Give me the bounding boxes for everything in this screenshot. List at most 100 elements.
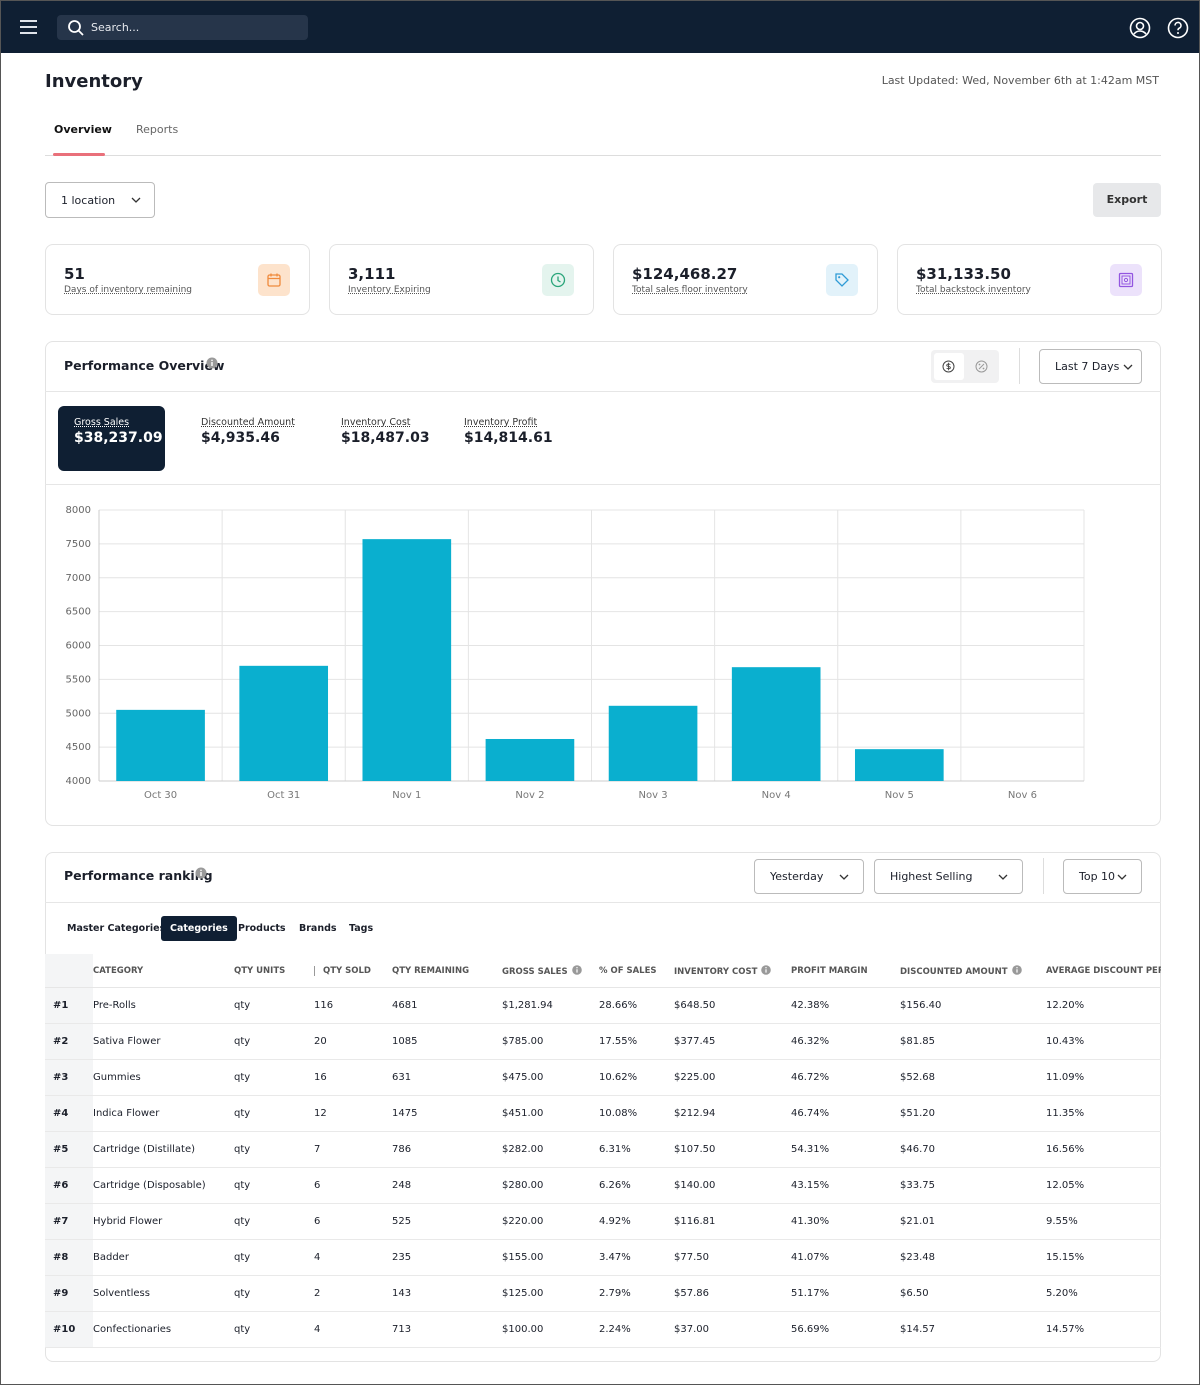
ranking-tab[interactable]: Products — [238, 923, 286, 934]
bar — [854, 749, 944, 781]
rank-cell: #4 — [45, 1096, 93, 1131]
info-icon[interactable] — [195, 867, 207, 879]
column-header: QTY UNITS — [234, 965, 286, 976]
table-cell: 16 — [314, 1072, 327, 1083]
x-tick-label: Nov 3 — [639, 790, 668, 801]
kpi-value: 3,111 — [348, 265, 396, 283]
info-icon[interactable] — [206, 357, 218, 369]
metric[interactable]: Gross Sales $38,237.09 — [74, 417, 163, 446]
menu-icon[interactable] — [19, 18, 39, 36]
filter-select[interactable]: Top 10 — [1063, 859, 1142, 894]
table-cell: 42.38% — [791, 1000, 830, 1011]
filter-select[interactable]: Yesterday — [754, 859, 864, 894]
table-cell: $225.00 — [674, 1072, 716, 1083]
divider — [45, 391, 1161, 392]
table-cell: $52.68 — [900, 1072, 935, 1083]
table-cell: $1,281.94 — [502, 1000, 553, 1011]
percent-icon[interactable] — [975, 360, 988, 373]
chevron-icon — [1117, 874, 1127, 880]
table-cell: 41.30% — [791, 1216, 830, 1227]
column-header: PROFIT MARGIN — [791, 965, 868, 976]
table-cell: 7 — [314, 1144, 321, 1155]
table-cell: 14.57% — [1046, 1324, 1085, 1335]
table-cell: 1475 — [392, 1108, 418, 1119]
column-header: CATEGORY — [93, 965, 144, 976]
table-cell: 12.20% — [1046, 1000, 1085, 1011]
table-cell: 6 — [314, 1216, 321, 1227]
table-cell: $140.00 — [674, 1180, 716, 1191]
ranking-tab[interactable]: Tags — [349, 923, 374, 934]
table-cell: qty — [234, 1288, 251, 1299]
kpi-card: 51 Days of inventory remaining — [45, 244, 310, 315]
table-cell: $107.50 — [674, 1144, 716, 1155]
table-cell: Sativa Flower — [93, 1036, 161, 1047]
table-cell: 143 — [392, 1288, 412, 1299]
metric-label: Gross Sales — [74, 417, 130, 428]
table-cell: $475.00 — [502, 1072, 544, 1083]
table-cell: 4 — [314, 1252, 321, 1263]
kpi-card: 3,111 Inventory Expiring — [329, 244, 594, 315]
tab-divider — [45, 155, 1161, 156]
column-header: AVERAGE DISCOUNT PERC — [1046, 965, 1161, 976]
kpi-icon-graphic — [542, 264, 574, 296]
kpi-value: $31,133.50 — [916, 265, 1011, 283]
table-cell: $212.94 — [674, 1108, 716, 1119]
bar — [116, 709, 205, 781]
table-cell: $46.70 — [900, 1144, 935, 1155]
ranking-tab[interactable]: Categories — [161, 916, 237, 941]
ranking-tab[interactable]: Master Categories — [67, 923, 166, 934]
selected-metric[interactable] — [58, 406, 165, 471]
table-cell: Hybrid Flower — [93, 1216, 163, 1227]
table-row: #10 Confectionaries qty 4 713 $100.00 2.24% $37… — [45, 1312, 1161, 1348]
table-cell: $648.50 — [674, 1000, 716, 1011]
table-cell: $51.20 — [900, 1108, 935, 1119]
filter-select[interactable]: Highest Selling — [874, 859, 1023, 894]
table-cell: $77.50 — [674, 1252, 709, 1263]
table-cell: $220.00 — [502, 1216, 544, 1227]
table-cell: 6 — [314, 1180, 321, 1191]
tab[interactable]: Overview — [54, 123, 112, 136]
table-cell: 11.35% — [1046, 1108, 1085, 1119]
table-row: #5 Cartridge (Distillate) qty 7 786 $282.00 6.… — [45, 1132, 1161, 1168]
table-cell: 51.17% — [791, 1288, 830, 1299]
table-cell: 525 — [392, 1216, 412, 1227]
filter-label: Highest Selling — [890, 870, 973, 883]
table-cell: qty — [234, 1144, 251, 1155]
help-icon[interactable] — [1167, 17, 1189, 39]
metric[interactable]: Inventory Cost $18,487.03 — [341, 417, 430, 446]
range-select[interactable]: Last 7 Days — [1039, 349, 1142, 384]
table-cell: qty — [234, 1108, 251, 1119]
chevron — [1117, 870, 1127, 883]
info-icon[interactable] — [1011, 964, 1022, 975]
table-cell: 3.47% — [599, 1252, 631, 1263]
table-cell: $785.00 — [502, 1036, 544, 1047]
kpi-label: Inventory Expiring — [348, 285, 431, 295]
table-cell: 15.15% — [1046, 1252, 1085, 1263]
metric-label: Inventory Cost — [341, 417, 411, 428]
table-cell: Pre-Rolls — [93, 1000, 136, 1011]
table-cell: $282.00 — [502, 1144, 544, 1155]
table-cell: 12 — [314, 1108, 327, 1119]
metric[interactable]: Discounted Amount $4,935.46 — [201, 417, 295, 446]
table-cell: 46.74% — [791, 1108, 830, 1119]
table-cell: 235 — [392, 1252, 412, 1263]
table-cell: Badder — [93, 1252, 129, 1263]
export-button[interactable]: Export — [1093, 183, 1161, 217]
table-row: #9 Solventless qty 2 143 $125.00 2.79% $57.86 51… — [45, 1276, 1161, 1312]
search-input[interactable]: Search... — [57, 15, 308, 40]
metric[interactable]: Inventory Profit $14,814.61 — [464, 417, 553, 446]
y-tick-label: 4500 — [66, 742, 91, 753]
location-select[interactable]: 1 location — [45, 182, 155, 218]
metric-value: $38,237.09 — [74, 430, 163, 446]
info-icon[interactable] — [761, 964, 772, 975]
table-cell: 631 — [392, 1072, 412, 1083]
y-tick-label: 4000 — [66, 776, 91, 787]
table-cell: 10.08% — [599, 1108, 638, 1119]
info-icon[interactable] — [571, 964, 582, 975]
tab[interactable]: Reports — [136, 123, 179, 136]
user-icon[interactable] — [1129, 17, 1151, 39]
table-cell: 2.79% — [599, 1288, 631, 1299]
table-cell: 9.55% — [1046, 1216, 1078, 1227]
ranking-tab[interactable]: Brands — [299, 923, 337, 934]
